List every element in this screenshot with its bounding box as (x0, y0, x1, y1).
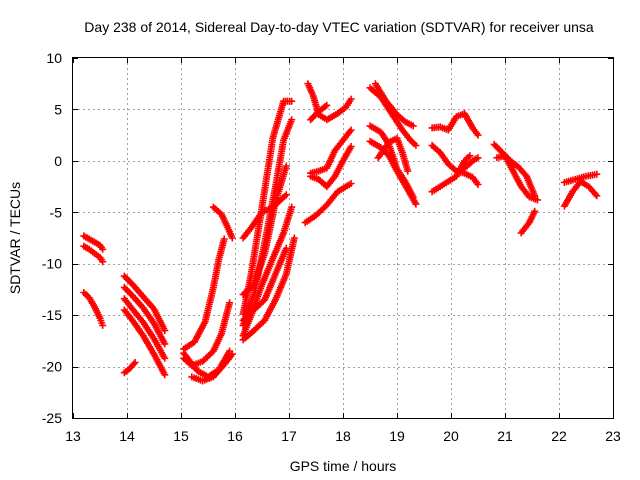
series-marks (428, 110, 482, 139)
series-marks (560, 177, 601, 210)
plot-frame (72, 57, 614, 419)
chart-title: Day 238 of 2014, Sidereal Day-to-day VTE… (84, 19, 594, 35)
series-arc-27 (371, 80, 417, 130)
x-axis-label: GPS time / hours (290, 458, 397, 474)
series-arc-4 (120, 272, 169, 335)
series-marks (301, 180, 355, 227)
series-arc-5 (120, 283, 169, 348)
series-arc-2 (80, 242, 107, 266)
series-marks (120, 306, 169, 379)
y-tick-label: 5 (54, 101, 62, 117)
series-arc-1 (80, 232, 107, 253)
series-marks (188, 350, 236, 385)
series-marks (120, 272, 169, 335)
x-tick-label: 13 (65, 428, 81, 444)
series-marks (560, 170, 601, 186)
y-tick-label: 0 (54, 153, 62, 169)
series-marks (307, 126, 355, 177)
series-marks (209, 203, 236, 242)
x-tick-label: 14 (119, 428, 135, 444)
x-tick-label: 16 (227, 428, 243, 444)
series-arc-31 (428, 110, 482, 139)
series-arc-25 (307, 101, 331, 124)
x-tick-label: 20 (443, 428, 459, 444)
series-arc-6 (120, 295, 169, 362)
series-arc-36 (493, 152, 541, 204)
series-marks (239, 244, 290, 324)
x-axis-ticks: 13 14 15 16 17 18 19 20 21 22 23 (65, 58, 621, 444)
y-tick-label: -15 (42, 307, 62, 323)
series-arc-10 (180, 235, 228, 353)
series-arc-24 (301, 180, 355, 227)
x-tick-label: 18 (335, 428, 351, 444)
y-tick-label: 10 (46, 50, 62, 66)
series-arc-23 (307, 126, 355, 177)
series-arc-19 (239, 244, 290, 324)
series-arc-8 (120, 359, 139, 377)
series-arc-38 (560, 170, 601, 186)
series-marks (307, 101, 331, 124)
y-tick-label: -25 (42, 410, 62, 426)
x-tick-label: 22 (551, 428, 567, 444)
y-tick-label: -10 (42, 256, 62, 272)
series-arc-3 (80, 289, 107, 329)
x-tick-label: 15 (173, 428, 189, 444)
x-tick-label: 23 (605, 428, 621, 444)
y-axis-ticks: 10 5 0 -5 -10 -15 -20 -25 (42, 50, 613, 426)
series-marks (493, 152, 541, 204)
series-marks (120, 283, 169, 348)
y-axis-label: SDTVAR / TECUs (7, 182, 23, 294)
series-arc-20 (239, 234, 298, 344)
series-marks (180, 235, 228, 353)
data-marks (80, 80, 601, 385)
series-arc-17 (239, 162, 290, 299)
x-tick-label: 21 (497, 428, 513, 444)
series-marks (80, 242, 107, 266)
x-tick-label: 19 (389, 428, 405, 444)
series-arc-12 (188, 350, 236, 385)
series-marks (80, 232, 107, 253)
series-arc-30 (374, 134, 412, 175)
series-arc-34 (458, 154, 482, 173)
series-arc-37 (517, 207, 539, 237)
series-marks (120, 359, 139, 377)
series-marks (239, 234, 298, 344)
y-tick-label: -20 (42, 359, 62, 375)
series-marks (374, 134, 412, 175)
series-marks (120, 295, 169, 362)
y-tick-label: -5 (50, 204, 63, 220)
series-marks (239, 162, 290, 299)
series-arc-7 (120, 306, 169, 379)
series-marks (517, 207, 539, 237)
series-arc-39 (560, 177, 601, 210)
series-marks (371, 80, 417, 130)
x-tick-label: 17 (281, 428, 297, 444)
series-arc-13 (209, 203, 236, 242)
series-marks (458, 154, 482, 173)
series-marks (80, 289, 107, 329)
